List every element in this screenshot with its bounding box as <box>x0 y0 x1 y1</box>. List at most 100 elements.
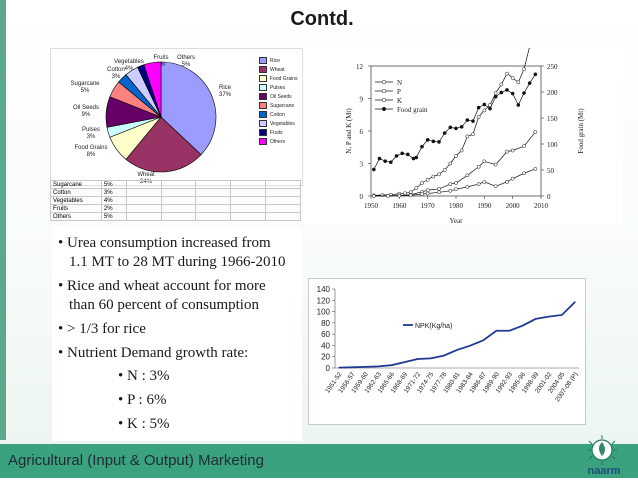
y-tick-label: 0 <box>326 364 331 373</box>
data-point <box>494 163 497 166</box>
y2-tick-label: 0 <box>547 193 551 201</box>
data-point <box>426 189 429 192</box>
x-tick-label: 1990 <box>477 202 492 210</box>
data-point <box>574 301 575 302</box>
legend-swatch <box>259 57 267 64</box>
data-point <box>384 160 387 163</box>
table-cell: Vegetables <box>51 197 102 205</box>
data-point <box>406 153 409 156</box>
legend-marker <box>382 98 386 102</box>
pie-label: Cotton <box>107 67 125 73</box>
data-point <box>403 192 406 195</box>
data-point <box>470 345 471 346</box>
table-cell <box>161 197 196 205</box>
data-point <box>494 185 497 188</box>
table-cell <box>126 181 161 189</box>
pie-label-value: 5% <box>81 88 90 94</box>
data-point <box>494 91 497 94</box>
pie-legend-item: Cotton <box>259 110 298 119</box>
data-point <box>460 125 463 128</box>
y-tick-label: 3 <box>360 161 364 169</box>
data-point <box>466 135 469 138</box>
data-point <box>456 349 457 350</box>
legend-swatch <box>259 93 267 100</box>
pie-label: Wheat <box>137 172 155 178</box>
bullet-text-box: • Urea consumption increased from 1.1 MT… <box>52 226 302 441</box>
table-cell <box>126 189 161 197</box>
data-point <box>389 161 392 164</box>
y-tick-label: 9 <box>360 96 364 104</box>
y2-axis-label: Food grain (Mt) <box>577 108 585 154</box>
table-cell <box>161 181 196 189</box>
data-point <box>477 182 480 185</box>
pie-label: Sugarcane <box>70 81 100 87</box>
table-cell <box>231 205 266 213</box>
data-point <box>415 156 418 159</box>
data-point <box>454 181 457 184</box>
table-cell <box>161 189 196 197</box>
data-point <box>449 189 452 192</box>
data-point <box>437 191 440 194</box>
table-cell <box>266 181 301 189</box>
data-point <box>372 194 375 197</box>
data-point <box>477 115 480 118</box>
pie-label-value: 9% <box>82 112 91 118</box>
legend-label: K <box>397 97 402 105</box>
data-point <box>437 140 440 143</box>
y2-tick-label: 50 <box>547 167 555 175</box>
data-point <box>505 72 508 75</box>
table-cell <box>266 205 301 213</box>
pie-label-value: 8% <box>87 152 96 158</box>
pie-label: Vegetables <box>114 59 144 65</box>
pie-label-value: 3% <box>87 134 96 140</box>
data-point <box>488 107 491 110</box>
table-cell <box>196 181 231 189</box>
pie-legend-item: Rice <box>259 56 298 65</box>
data-point <box>372 168 375 171</box>
data-point <box>426 178 429 181</box>
footer-text: Agricultural (Input & Output) Marketing <box>8 452 264 469</box>
data-point <box>443 131 446 134</box>
legend-swatch <box>259 75 267 82</box>
bullet-line-5: • > 1/3 for rice <box>58 320 146 339</box>
pie-label-value: 37% <box>219 92 232 98</box>
data-point <box>522 68 525 71</box>
bullet-line-2: 1.1 MT to 28 MT during 1966-2010 <box>69 253 286 272</box>
bullet-line-1: • Urea consumption increased from <box>58 234 271 253</box>
table-cell <box>231 197 266 205</box>
data-point <box>449 126 452 129</box>
data-point <box>420 145 423 148</box>
y-axis-label: N, P and K (Mt) <box>345 108 353 154</box>
table-cell <box>231 189 266 197</box>
data-point <box>511 92 514 95</box>
data-point <box>483 160 486 163</box>
legend-label: Wheat <box>270 67 284 73</box>
pie-label-value: 5% <box>182 62 191 68</box>
data-point <box>517 103 520 106</box>
legend-swatch <box>259 111 267 118</box>
data-point <box>338 367 339 368</box>
data-point <box>454 154 457 157</box>
pie-label: Pulses <box>82 127 100 133</box>
bullet-line-9: • K : 5% <box>118 415 170 434</box>
data-point <box>430 358 431 359</box>
data-point <box>417 358 418 359</box>
legend-swatch <box>259 102 267 109</box>
data-point <box>505 180 508 183</box>
y-tick-label: 40 <box>321 341 330 350</box>
data-point <box>471 120 474 123</box>
data-point <box>561 314 562 315</box>
y-tick-label: 120 <box>317 296 331 305</box>
data-point <box>432 140 435 143</box>
data-point <box>391 365 392 366</box>
x-tick-label: 2010 <box>534 202 549 210</box>
y-tick-label: 6 <box>360 128 364 136</box>
data-point <box>378 366 379 367</box>
legend-swatch <box>259 138 267 145</box>
y-tick-label: 60 <box>321 330 330 339</box>
